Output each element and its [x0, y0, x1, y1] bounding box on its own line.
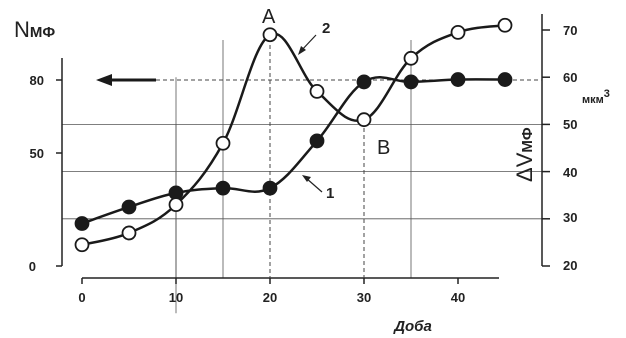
right-y-tick-label: 40 — [563, 165, 577, 180]
series-2-point — [262, 27, 278, 43]
series-2-point — [450, 24, 466, 40]
series-2-point — [309, 83, 325, 99]
series-2-point — [121, 225, 137, 241]
series-1-pointer-head — [302, 175, 311, 182]
series-2-point — [74, 237, 90, 253]
right-y-ticks — [542, 29, 550, 267]
series-1-point — [215, 180, 231, 196]
series-1-point — [356, 74, 372, 90]
series-2-point — [168, 197, 184, 213]
series-1-points — [74, 72, 513, 231]
left-arrow-icon — [96, 74, 156, 86]
annotation-peak: A — [262, 6, 276, 28]
series-2-point — [215, 135, 231, 151]
x-tick-label: 30 — [357, 290, 371, 305]
series-1-point — [450, 72, 466, 87]
series-1-point — [74, 216, 90, 231]
left-y-tick-label: 0 — [29, 259, 36, 274]
series-2-point — [403, 50, 419, 66]
series-2-line — [81, 24, 506, 246]
x-axis-label: Доба — [392, 318, 432, 335]
x-tick-label: 40 — [451, 290, 465, 305]
left-axis-title: NМФ — [14, 17, 55, 42]
series-2-pointer-head — [298, 46, 306, 55]
series-1-point — [309, 133, 325, 149]
series-1-point — [403, 74, 419, 90]
x-tick-label: 20 — [263, 290, 277, 305]
x-tick-label: 10 — [169, 290, 183, 305]
right-y-tick-label: 50 — [563, 117, 577, 132]
series-2-point — [356, 112, 372, 128]
right-y-tick-label: 30 — [563, 210, 577, 225]
series-1-point — [497, 72, 513, 87]
annotation-dip: B — [377, 137, 390, 159]
series-1-point — [262, 180, 278, 196]
series-1-point — [121, 199, 137, 215]
right-y-tick-label: 70 — [563, 23, 577, 38]
left-y-tick-label: 80 — [30, 73, 44, 88]
right-axis-unit: мкм3 — [582, 88, 610, 106]
right-axis-title: ΔVМФ — [512, 127, 537, 182]
series-2-points — [74, 17, 513, 253]
series-1-line — [81, 76, 506, 225]
right-y-tick-label: 20 — [563, 258, 577, 273]
series-2-point — [497, 17, 513, 33]
series-2-label: 2 — [322, 20, 330, 37]
x-tick-label: 0 — [78, 290, 85, 305]
x-ticks — [81, 278, 459, 284]
series-1-pointer — [305, 177, 323, 193]
series-1-label: 1 — [326, 185, 334, 202]
left-y-tick-label: 50 — [30, 146, 44, 161]
right-y-tick-label: 60 — [563, 70, 577, 85]
